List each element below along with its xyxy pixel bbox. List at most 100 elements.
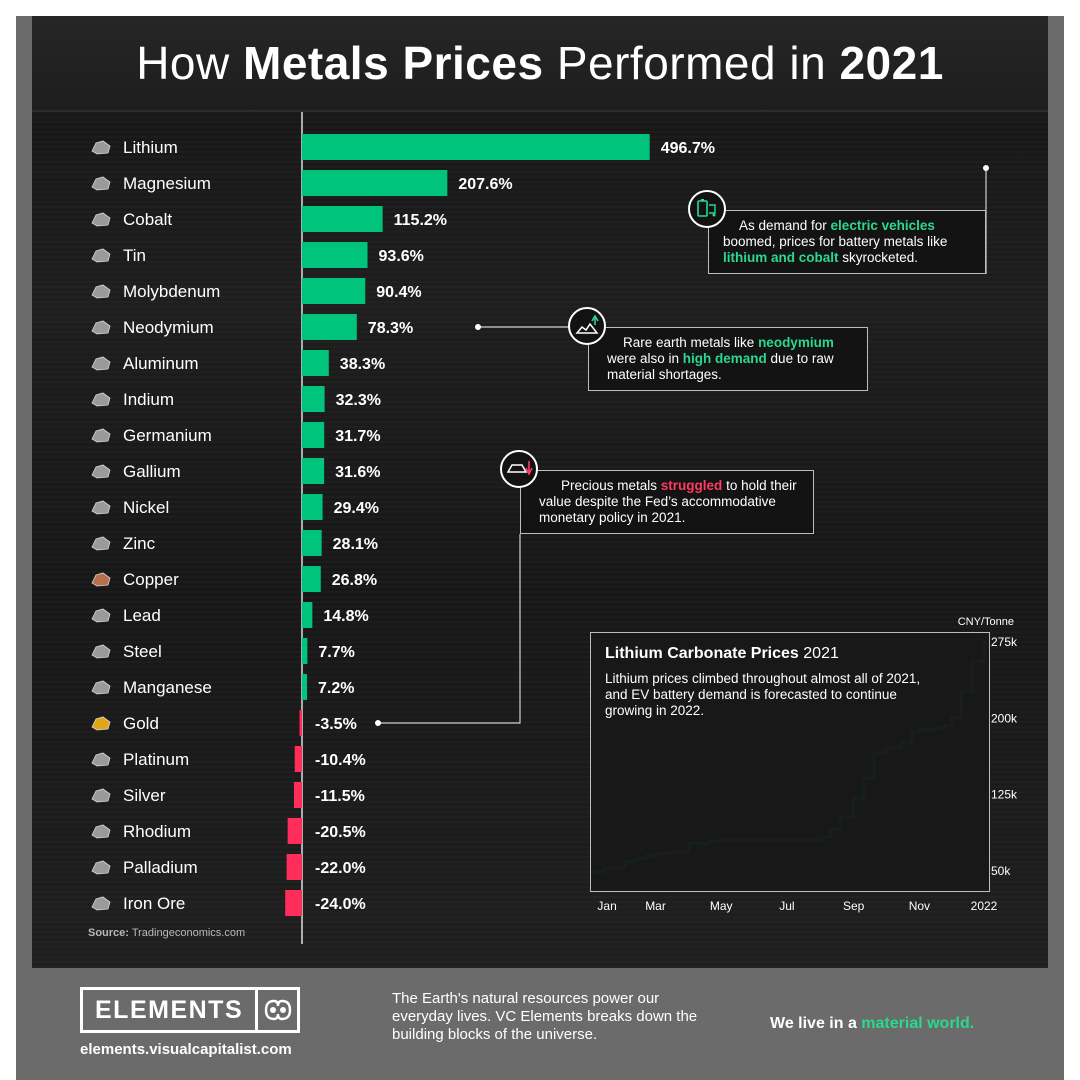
source-label: Source: [88,927,129,939]
callout-rare-pre: Rare earth metals like [623,335,759,350]
metal-icon-shape [91,212,111,227]
callout-rare-hl2: high demand [682,351,767,366]
battery-car-icon [688,190,726,228]
bar-category-label: Aluminum [123,354,199,373]
metal-icon-shape [91,752,111,767]
elements-logo-icon [255,990,297,1030]
bar-value-label: 115.2% [394,212,447,229]
callout-rare-hl1: neodymium [758,335,834,350]
metal-icon [91,212,111,227]
bar-mark [302,422,325,448]
bar-mark [302,638,308,664]
metal-icon [91,464,111,479]
bar-value-label: -10.4% [315,752,366,769]
metal-icon [91,788,111,803]
title-middle: Performed in [556,37,827,89]
bar-mark [302,278,366,304]
gold-bar-icon [500,450,538,488]
title-prefix: How [136,37,230,89]
bar-value-label: 32.3% [336,392,381,409]
elements-logo[interactable]: ELEMENTS [80,987,300,1033]
metal-icon-shape [91,896,111,911]
metal-icon [91,644,111,659]
metal-icon-shape [91,608,111,623]
bar-value-label: -3.5% [315,716,357,733]
bar-mark [302,134,650,160]
metal-icon-shape [91,500,111,515]
line-x-tick-label: Nov [909,899,930,913]
metal-icon [91,500,111,515]
bar-mark [293,782,302,808]
bar-value-label: 90.4% [376,284,421,301]
bar-value-label: 7.2% [318,680,354,697]
metal-icon [91,176,111,191]
bar-value-label: 38.3% [340,356,385,373]
bar-value-label: -11.5% [315,788,365,805]
line-y-tick-label: 275k [991,635,1018,649]
bar-mark [287,818,302,844]
bar-mark [302,566,321,592]
bar-mark [302,242,368,268]
line-y-tick-label: 200k [991,711,1018,725]
metal-icon-shape [91,680,111,695]
bar-category-label: Iron Ore [123,894,185,913]
bar-mark [302,386,325,412]
metal-icon-shape [91,356,111,371]
bar-mark [302,206,383,232]
metal-icon-shape [91,824,111,839]
bar-value-label: 31.7% [335,428,380,445]
bar-category-label: Lead [123,606,161,625]
line-x-tick-label: 2022 [971,899,998,913]
bar-mark [302,458,325,484]
metal-icon-shape [91,644,111,659]
bar-category-label: Germanium [123,426,212,445]
bar-category-label: Palladium [123,858,198,877]
metal-icon-shape [91,788,111,803]
bar-mark [302,350,329,376]
metal-icon-shape [91,860,111,875]
bar-category-label: Lithium [123,138,178,157]
bar-category-label: Cobalt [123,210,172,229]
metal-icon [91,140,111,155]
metal-icon [91,716,111,731]
leader-dot-neodymium [475,324,481,330]
footer-url-link[interactable]: elements.visualcapitalist.com [80,1041,292,1058]
logo-word: ELEMENTS [95,995,244,1024]
bar-category-label: Zinc [123,534,156,553]
metal-icon-shape [91,176,111,191]
metal-icon-shape [91,140,111,155]
bar-value-label: 207.6% [458,176,512,193]
metal-icon-shape [91,428,111,443]
bar-value-label: 78.3% [368,320,413,337]
footer-tag-hl: material world. [861,1015,975,1032]
metal-icon [91,824,111,839]
bar-mark [302,674,308,700]
metal-icon-shape [91,536,111,551]
footer-description: The Earth's natural resources power our … [392,990,698,1043]
callout-ev-hl2: lithium and cobalt [723,250,839,265]
leader-dot-lithium [983,165,989,171]
bar-mark [302,314,357,340]
line-y-tick-label: 50k [991,864,1011,878]
metal-icon [91,356,111,371]
metal-icon [91,284,111,299]
bar-value-label: 93.6% [379,248,424,265]
metal-icon [91,392,111,407]
line-y-axis-label: CNY/Tonne [958,616,1014,628]
bar-category-label: Manganese [123,678,212,697]
metal-icon [91,248,111,263]
callout-precious-hl1: struggled [660,478,723,493]
metal-icon-shape [91,320,111,335]
bar-value-label: 28.1% [333,536,378,553]
bar-category-label: Tin [123,246,146,265]
lithium-panel-title-year: 2021 [803,645,839,662]
title-band: How Metals Prices Performed in 2021 [32,16,1048,112]
line-x-tick-label: Sep [843,899,865,913]
bar-category-label: Silver [123,786,166,805]
page-title: How Metals Prices Performed in 2021 [136,36,944,90]
metal-icon [91,860,111,875]
lithium-panel-desc: Lithium prices climbed throughout almost… [605,671,921,718]
bar-value-label: -20.5% [315,824,366,841]
bar-mark [299,710,302,736]
